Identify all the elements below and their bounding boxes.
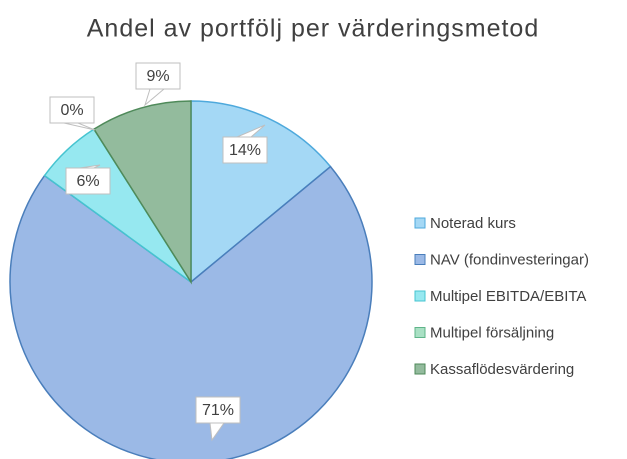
chart-title: Andel av portfölj per värderingsmetod: [87, 15, 540, 43]
data-label: 9%: [146, 68, 169, 85]
label-cover: [197, 398, 239, 422]
legend-label: NAV (fondinvesteringar): [430, 251, 589, 268]
data-label: 6%: [76, 173, 99, 190]
legend-swatch: [414, 363, 426, 375]
legend-swatch: [414, 290, 426, 302]
label-cover: [137, 64, 179, 88]
data-label: 14%: [229, 142, 261, 159]
legend-swatch: [414, 254, 426, 265]
label-pointer: [63, 122, 96, 131]
pie-slice: [92, 100, 192, 285]
data-label: 71%: [202, 402, 234, 419]
data-label: 0%: [60, 102, 83, 119]
label-cover: [224, 138, 266, 162]
legend-label: Noterad kurs: [430, 215, 516, 232]
legend-swatch: [414, 217, 426, 229]
legend-swatch: [414, 327, 426, 338]
legend-label: Multipel EBITDA/EBITA: [430, 288, 586, 305]
legend-label: Kassaflödesvärdering: [430, 361, 574, 378]
label-cover: [51, 98, 93, 122]
label-pointer: [144, 88, 166, 107]
pie-slice: [9, 165, 373, 459]
label-cover: [67, 169, 109, 193]
legend-label: Multipel försäljning: [430, 324, 554, 341]
